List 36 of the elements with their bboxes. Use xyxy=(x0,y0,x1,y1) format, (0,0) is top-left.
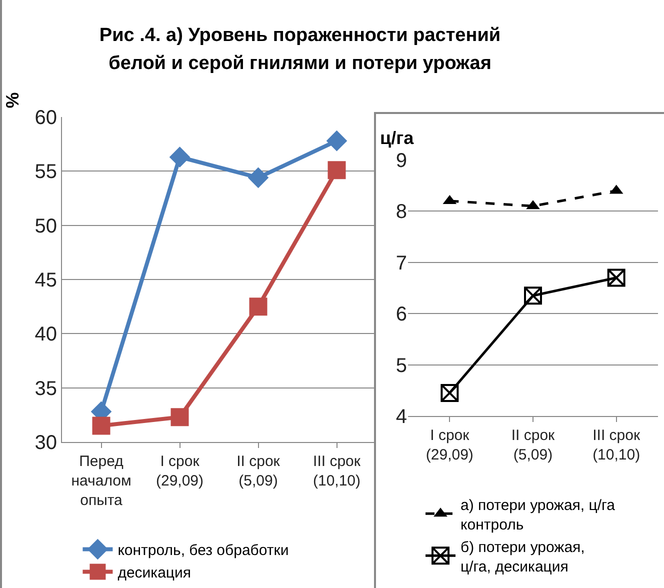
y-tick-label: 45 xyxy=(34,270,57,292)
chart-title: Рис .4. а) Уровень пораженности растений белой и серой гнилями и потери урожая xyxy=(98,24,502,76)
point xyxy=(524,286,542,305)
x-tick-label: I срок (29,09) xyxy=(426,427,474,464)
point xyxy=(249,298,268,316)
legend-label: десикация xyxy=(118,564,192,582)
point xyxy=(169,146,190,168)
legend-label: контроль, без обработки xyxy=(118,542,289,560)
point xyxy=(607,268,626,287)
y-tick-label: 4 xyxy=(396,406,407,428)
point xyxy=(326,130,348,152)
y-tick-label: 30 xyxy=(34,432,57,454)
x-tick-label: I срок (29,09) xyxy=(156,453,204,490)
point xyxy=(92,416,110,435)
y-tick-label: 50 xyxy=(34,215,57,238)
y-tick-label: 55 xyxy=(34,161,57,184)
y-tick-label: 40 xyxy=(34,324,57,346)
y-tick-label: 7 xyxy=(396,252,407,274)
y-axis-title: ц/га xyxy=(380,128,415,148)
point xyxy=(170,408,189,426)
x-tick-label: III срок (10,10) xyxy=(592,427,640,464)
y-tick-label: 60 xyxy=(34,107,57,129)
x-tick-label: Перед началом опыта xyxy=(71,453,132,509)
point xyxy=(328,161,346,180)
x-tick-label: III срок (10,10) xyxy=(312,453,361,490)
y-tick-label: 35 xyxy=(34,378,57,400)
legend-label: б) потери урожая, ц/га, десикация xyxy=(460,538,585,576)
point xyxy=(440,384,459,402)
y-tick-label: 6 xyxy=(396,304,407,326)
y-axis-title: % xyxy=(2,92,22,108)
x-tick-label: II срок (5,09) xyxy=(236,453,280,490)
y-tick-label: 8 xyxy=(396,201,407,224)
y-tick-label: 9 xyxy=(396,150,407,172)
y-tick-label: 5 xyxy=(396,354,407,377)
point xyxy=(248,167,269,188)
x-tick-label: II срок (5,09) xyxy=(511,427,556,464)
